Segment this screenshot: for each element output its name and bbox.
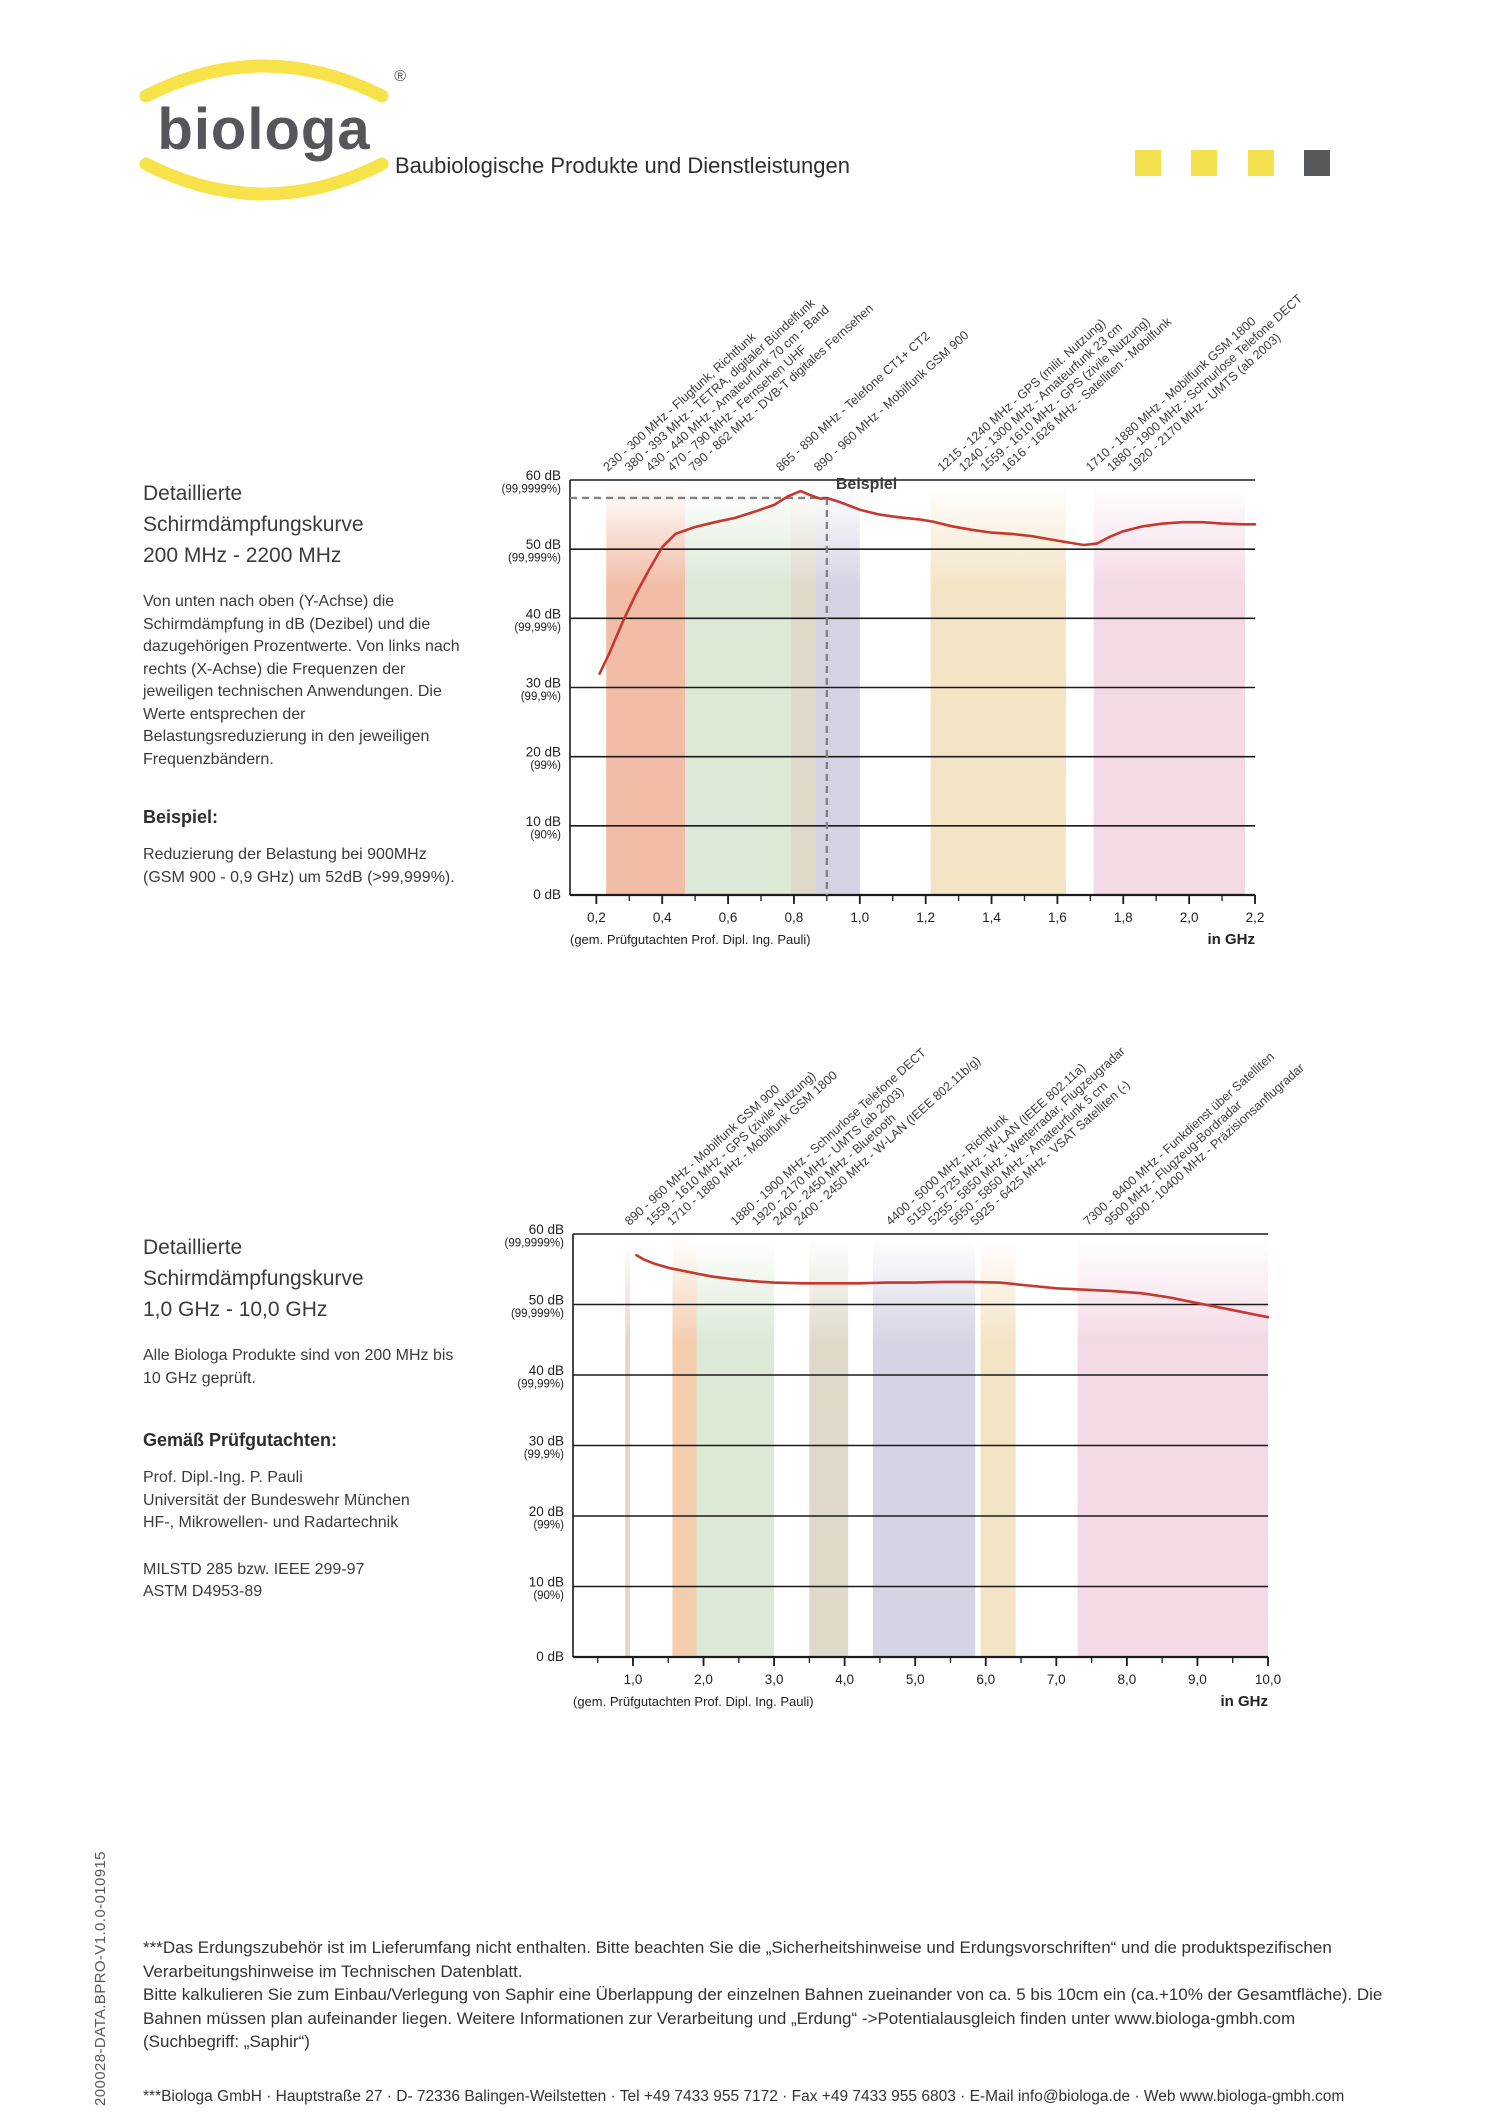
svg-text:1,6: 1,6 — [1048, 910, 1067, 925]
tagline: Baubiologische Produkte und Dienstleistu… — [395, 153, 850, 178]
svg-text:1920 - 2170 MHz - UMTS (ab 200: 1920 - 2170 MHz - UMTS (ab 2003) — [1126, 330, 1284, 474]
svg-text:(99%): (99%) — [530, 760, 561, 772]
standards-line-1: MILSTD 285 bzw. IEEE 299-97 — [143, 1560, 365, 1578]
svg-text:(99%): (99%) — [533, 1520, 564, 1532]
section1-title: Detaillierte Schirmdämpfungskurve 200 MH… — [143, 478, 461, 571]
svg-text:3,0: 3,0 — [765, 1672, 784, 1687]
footer-note-1: ***Das Erdungszubehör ist im Lieferumfan… — [143, 1938, 1332, 1981]
svg-text:60 dB: 60 dB — [529, 1222, 564, 1237]
section2-report-heading: Gemäß Prüfgutachten: — [143, 1430, 338, 1450]
standards-line-2: ASTM D4953-89 — [143, 1583, 263, 1600]
svg-text:8500 - 10400 MHz - Präzisionsa: 8500 - 10400 MHz - Präzisionsanflugradar — [1123, 1061, 1307, 1229]
svg-text:0,6: 0,6 — [719, 910, 738, 925]
report-line-1: Prof. Dipl.-Ing. P. Pauli — [143, 1469, 303, 1486]
svg-text:(99,99%): (99,99%) — [517, 1379, 564, 1391]
chart2-caption: (gem. Prüfgutachten Prof. Dipl. Ing. Pau… — [573, 1694, 814, 1709]
chart2-x-unit-label: in GHz — [1220, 1693, 1269, 1710]
footer-contact-line: ***Biologa GmbH · Hauptstraße 27 · D- 72… — [143, 2088, 1345, 2105]
svg-text:4,0: 4,0 — [835, 1672, 854, 1687]
svg-text:2,0: 2,0 — [1180, 910, 1199, 925]
section2-title-line1: Detaillierte — [143, 1236, 243, 1259]
section2-report-lines: Prof. Dipl.-Ing. P. Pauli Universität de… — [143, 1467, 461, 1535]
svg-text:40 dB: 40 dB — [529, 1363, 564, 1378]
svg-text:10 dB: 10 dB — [526, 814, 561, 829]
section1-example-heading: Beispiel: — [143, 807, 219, 827]
section1-title-line2: Schirmdämpfungskurve — [143, 513, 364, 536]
section2-text-column: Detaillierte Schirmdämpfungskurve 1,0 GH… — [143, 1232, 461, 1604]
document-code-vertical: 200028-DATA.BPRO-V1.0.0-010915 — [92, 1851, 109, 2106]
chart-1ghz-10ghz: 60 dB(99,9999%) 50 dB(99,999%) 40 dB(99,99… — [505, 1044, 1307, 1687]
chart2-caption-row: (gem. Prüfgutachten Prof. Dipl. Ing. Pau… — [573, 1693, 1268, 1710]
svg-text:10,0: 10,0 — [1255, 1672, 1281, 1687]
section1-title-line1: Detaillierte — [143, 482, 243, 505]
svg-text:0,4: 0,4 — [653, 910, 672, 925]
accent-square-2 — [1191, 150, 1218, 176]
accent-square-1 — [1134, 150, 1161, 176]
section1-description: Von unten nach oben (Y-Achse) die Schirm… — [143, 593, 460, 768]
registered-trademark-icon: ® — [394, 68, 406, 85]
section1-text-column: Detaillierte Schirmdämpfungskurve 200 MH… — [143, 478, 461, 889]
svg-text:0,8: 0,8 — [785, 910, 804, 925]
section2-standards-lines: MILSTD 285 bzw. IEEE 299-97 ASTM D4953-8… — [143, 1559, 461, 1604]
footer-notes: ***Das Erdungszubehör ist im Lieferumfan… — [143, 1936, 1388, 2054]
logo-wordmark: biologa — [157, 97, 371, 162]
svg-text:1,2: 1,2 — [916, 910, 935, 925]
chart1-x-unit-label: in GHz — [1207, 931, 1256, 948]
report-line-2: Universität der Bundeswehr München — [143, 1491, 410, 1509]
svg-text:8,0: 8,0 — [1117, 1672, 1136, 1687]
svg-text:1,8: 1,8 — [1114, 910, 1133, 925]
report-line-3: HF-, Mikrowellen- und Radartechnik — [143, 1514, 399, 1531]
biologa-logo: biologa ® — [138, 52, 406, 210]
section2-title-line3: 1,0 GHz - 10,0 GHz — [143, 1298, 328, 1321]
svg-text:60 dB: 60 dB — [526, 468, 561, 483]
svg-text:30 dB: 30 dB — [526, 676, 561, 691]
section2-description: Alle Biologa Produkte sind von 200 MHz b… — [143, 1347, 454, 1387]
svg-text:(99,9%): (99,9%) — [524, 1449, 564, 1461]
svg-text:1,4: 1,4 — [982, 910, 1001, 925]
svg-text:0,2: 0,2 — [587, 910, 606, 925]
section1-title-line3: 200 MHz - 2200 MHz — [143, 544, 342, 567]
logo-swoosh-icon — [139, 59, 389, 201]
accent-squares — [1109, 150, 1330, 176]
svg-text:(99,999%): (99,999%) — [511, 1308, 564, 1320]
svg-text:(99,999%): (99,999%) — [508, 553, 561, 565]
svg-text:(99,9999%): (99,9999%) — [502, 484, 562, 496]
svg-text:5,0: 5,0 — [906, 1672, 925, 1687]
chart1-caption-row: (gem. Prüfgutachten Prof. Dipl. Ing. Pau… — [570, 931, 1255, 948]
svg-text:7,0: 7,0 — [1047, 1672, 1066, 1687]
svg-text:40 dB: 40 dB — [526, 606, 561, 621]
svg-text:7300 - 8400 MHz - Funkdienst ü: 7300 - 8400 MHz - Funkdienst über Satell… — [1081, 1049, 1277, 1228]
svg-text:20 dB: 20 dB — [529, 1504, 564, 1519]
svg-text:9500 MHz - Flugzeug-Bordradar: 9500 MHz - Flugzeug-Bordradar — [1102, 1098, 1245, 1228]
svg-text:20 dB: 20 dB — [526, 745, 561, 760]
section2-title: Detaillierte Schirmdämpfungskurve 1,0 GH… — [143, 1232, 461, 1325]
svg-text:(90%): (90%) — [530, 829, 561, 841]
chart1-caption: (gem. Prüfgutachten Prof. Dipl. Ing. Pau… — [570, 932, 811, 947]
svg-text:Beispiel: Beispiel — [836, 476, 897, 493]
svg-text:0 dB: 0 dB — [536, 1649, 564, 1664]
svg-text:(90%): (90%) — [533, 1590, 564, 1602]
accent-square-3 — [1247, 150, 1274, 176]
svg-text:50 dB: 50 dB — [529, 1293, 564, 1308]
svg-text:0 dB: 0 dB — [533, 887, 561, 902]
svg-text:6,0: 6,0 — [976, 1672, 995, 1687]
accent-square-4 — [1304, 150, 1330, 176]
svg-text:2,2: 2,2 — [1246, 910, 1265, 925]
svg-text:(99,9%): (99,9%) — [521, 691, 561, 703]
section2-title-line2: Schirmdämpfungskurve — [143, 1267, 364, 1290]
svg-text:1,0: 1,0 — [624, 1672, 643, 1687]
section1-example-text: Reduzierung der Belastung bei 900MHz (GS… — [143, 846, 455, 886]
svg-text:30 dB: 30 dB — [529, 1434, 564, 1449]
chart-200mhz-2200mhz: 60 dB(99,9999%) 50 dB(99,999%) 40 dB(99,99… — [502, 291, 1306, 925]
svg-text:10 dB: 10 dB — [529, 1575, 564, 1590]
svg-text:1880 - 1900 MHz - Schnurlose T: 1880 - 1900 MHz - Schnurlose Telefone DE… — [1104, 291, 1305, 474]
svg-text:50 dB: 50 dB — [526, 537, 561, 552]
svg-text:(99,9999%): (99,9999%) — [505, 1238, 565, 1250]
svg-text:2,0: 2,0 — [694, 1672, 713, 1687]
svg-text:(99,99%): (99,99%) — [514, 622, 561, 634]
svg-text:1,0: 1,0 — [850, 910, 869, 925]
svg-text:9,0: 9,0 — [1188, 1672, 1207, 1687]
footer-note-2: Bitte kalkulieren Sie zum Einbau/Verlegu… — [143, 1985, 1383, 2051]
